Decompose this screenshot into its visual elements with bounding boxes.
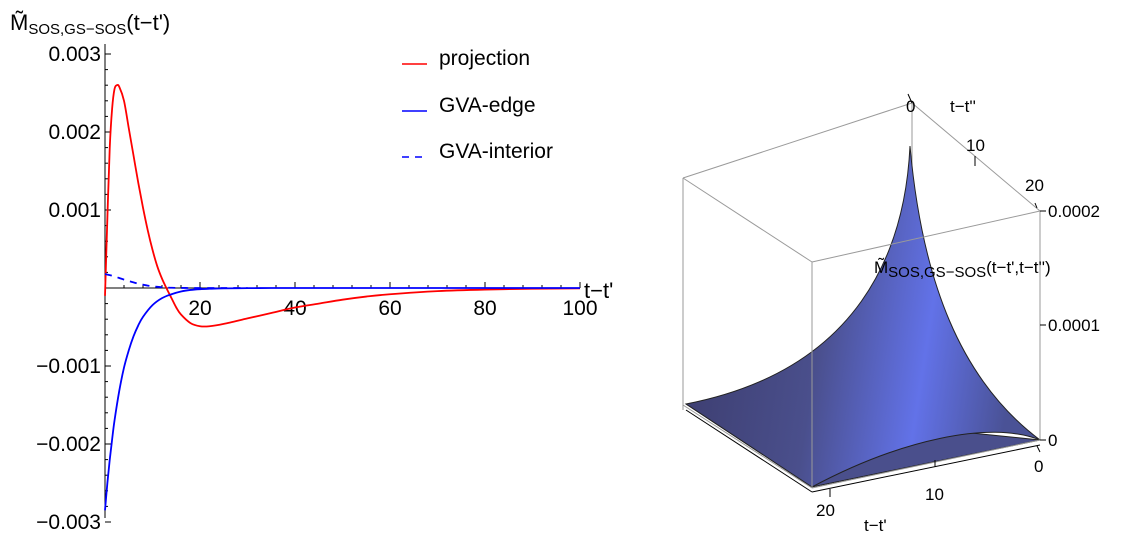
y-tick-label: 0.003	[48, 43, 101, 66]
z-axis-label: M̃SOS,GS−SOS(t−t',t−t'')	[874, 257, 1051, 281]
surface-chart: 0 10 20 t−t'' 0 0.0001 0.0002 M̃SOS,GS−S…	[682, 93, 1100, 535]
y-ticks: 0.003 0.002 0.001 −0.001 −0.002 −0.003	[36, 43, 111, 534]
t-tpp-tick-label-10: 10	[966, 136, 985, 155]
bottom-rim	[685, 409, 1041, 493]
y-tick-label: −0.001	[36, 355, 101, 378]
x-tick-label: 40	[283, 297, 306, 320]
z-tick-label-0.0001: 0.0001	[1048, 316, 1100, 335]
t-tp-tick-label-0: 0	[1034, 457, 1043, 476]
x-tick-label: 80	[473, 297, 496, 320]
z-tick-label-0: 0	[1048, 431, 1057, 450]
y-tick-label: −0.002	[36, 433, 101, 456]
legend-item-gva-interior: GVA-interior	[402, 140, 553, 163]
x-ticks: 20 40 60 80 100	[104, 282, 598, 320]
series-line-gva-interior	[104, 273, 248, 289]
series	[104, 83, 581, 511]
t-tp-axis-label: t−t'	[864, 516, 887, 535]
x-tick-label: 60	[378, 297, 401, 320]
line-chart: 0.003 0.002 0.001 −0.001 −0.002 −0.003 20 40 60…	[10, 10, 613, 534]
y-tick-label: 0.002	[48, 121, 101, 144]
series-line-gva-edge	[104, 287, 580, 511]
t-tpp-tick-0	[907, 93, 913, 104]
x-tick-label: 20	[188, 297, 211, 320]
t-tpp-tick-label-0: 0	[906, 97, 915, 116]
t-tpp-axis: 0 10 20 t−t''	[906, 93, 1044, 209]
legend-label-gva-interior: GVA-interior	[439, 140, 553, 163]
z-axis: 0 0.0001 0.0002 M̃SOS,GS−SOS(t−t',t−t'')	[874, 202, 1100, 450]
legend-label-projection: projection	[439, 47, 530, 70]
bounding-box-front	[682, 177, 1041, 489]
t-tpp-axis-label: t−t''	[950, 97, 976, 116]
t-tp-tick-label-10: 10	[925, 485, 944, 504]
t-tpp-tick-20	[1034, 202, 1038, 209]
t-tp-tick-label-20: 20	[816, 501, 835, 520]
legend: projection GVA-edge GVA-interior	[402, 47, 553, 163]
legend-item-projection: projection	[402, 47, 530, 70]
series-line-projection	[104, 83, 581, 328]
t-tpp-tick-label-20: 20	[1025, 176, 1044, 195]
t-tp-axis: 0 10 20 t−t'	[816, 445, 1043, 535]
z-tick-label-0.0002: 0.0002	[1048, 202, 1100, 221]
y-tick-label: −0.003	[36, 511, 101, 534]
legend-label-gva-edge: GVA-edge	[439, 94, 536, 117]
y-tick-label: 0.001	[48, 199, 101, 222]
x-axis-label: t−t'	[584, 278, 613, 303]
x-tick-label: 100	[562, 297, 597, 320]
legend-item-gva-edge: GVA-edge	[402, 94, 536, 117]
y-axis-label: M̃SOS,GS−SOS(t−t')	[10, 10, 170, 38]
surface-peak	[684, 145, 1041, 488]
